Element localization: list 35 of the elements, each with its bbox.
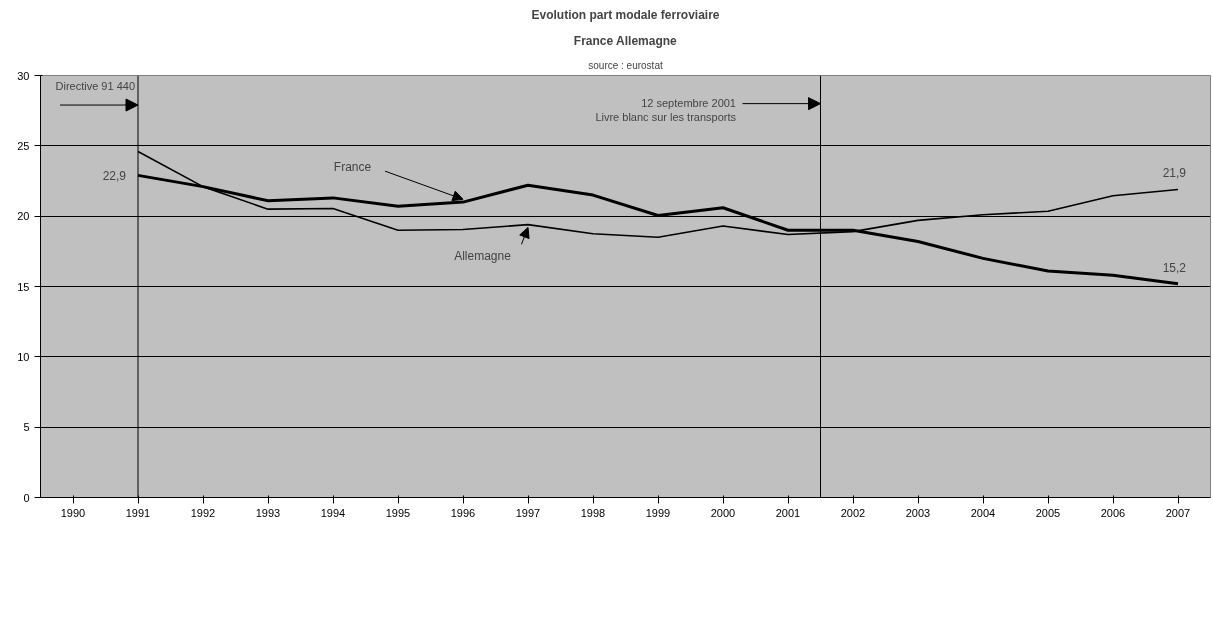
- x-tick-label: 1994: [320, 506, 346, 519]
- series-label: France: [333, 159, 372, 174]
- x-tick-label: 2005: [1035, 506, 1061, 519]
- x-tick-label: 1993: [255, 506, 281, 519]
- x-tick-label: 1995: [385, 506, 411, 519]
- chart-title: Evolution part modale ferroviaire: [531, 7, 720, 22]
- x-tick-label: 2004: [970, 506, 996, 519]
- x-tick-label: 2007: [1165, 506, 1191, 519]
- x-tick-label: 1997: [515, 506, 541, 519]
- y-tick-label: 30: [17, 69, 30, 82]
- ref-line-label: Directive 91 440: [55, 79, 136, 92]
- x-tick-label: 1991: [125, 506, 151, 519]
- x-tick-label: 2001: [775, 506, 801, 519]
- x-tick-label: 1992: [190, 506, 216, 519]
- x-tick-label: 1990: [60, 506, 86, 519]
- y-tick-label: 5: [23, 421, 30, 434]
- data-label: 15,2: [1162, 260, 1187, 275]
- y-tick-label: 0: [23, 491, 30, 504]
- source-note: source : eurostat: [588, 59, 663, 71]
- y-tick-label: 25: [17, 139, 30, 152]
- x-tick-label: 1999: [645, 506, 671, 519]
- x-tick-label: 2000: [710, 506, 736, 519]
- series-label: Allemagne: [454, 248, 512, 263]
- x-tick-label: 2003: [905, 506, 931, 519]
- ref-line-label: 12 septembre 2001 Livre blanc sur les transports: [595, 96, 737, 123]
- x-tick-label: 2002: [840, 506, 866, 519]
- x-tick-label: 1998: [580, 506, 606, 519]
- data-label: 21,9: [1162, 166, 1187, 181]
- y-tick-label: 15: [17, 280, 30, 293]
- x-tick-label: 1996: [450, 506, 476, 519]
- data-label: 22,9: [102, 168, 127, 183]
- x-tick-label: 2006: [1100, 506, 1126, 519]
- y-tick-label: 20: [17, 210, 30, 223]
- chart-subtitle: France Allemagne: [573, 33, 678, 48]
- y-tick-label: 10: [17, 350, 30, 363]
